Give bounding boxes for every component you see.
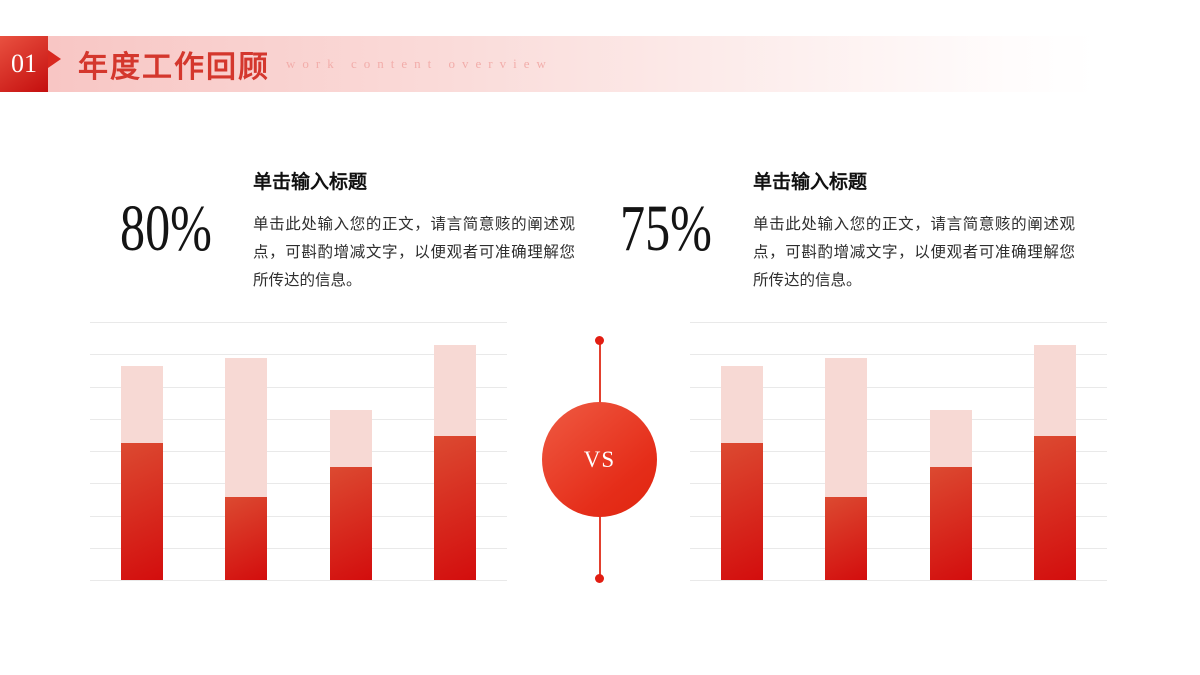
chart-gridline (90, 547, 507, 549)
chart-gridline (90, 483, 507, 485)
chart-gridline (90, 386, 507, 388)
bar-filled-segment (721, 443, 764, 580)
chart-gridline (690, 354, 1107, 356)
stacked-bar (825, 358, 868, 580)
bar-filled-segment (225, 497, 268, 580)
chart-gridline (690, 547, 1107, 549)
chart-gridline (690, 483, 1107, 485)
chart-gridline (90, 451, 507, 452)
stat-percent-right: 75% (620, 192, 712, 265)
panel-title-left[interactable]: 单击输入标题 (253, 172, 368, 193)
stacked-bar (433, 345, 476, 580)
text-placeholder-left[interactable]: 单击输入标题 单击此处输入您的正文，请言简意赅的阐述观点，可斟酌增减文字，以便观… (253, 167, 575, 295)
bar-filled-segment (825, 497, 868, 580)
page-title: 年度工作回顾 (78, 51, 270, 84)
stacked-bar (225, 358, 268, 580)
stacked-bar (1033, 345, 1076, 580)
page-subtitle: work content overview (286, 56, 553, 71)
chart-gridline (90, 580, 507, 581)
chart-gridline (690, 451, 1107, 452)
bar-chart-right (690, 322, 1107, 581)
stacked-bar (329, 409, 372, 580)
chart-gridline (90, 515, 507, 517)
panel-title-right[interactable]: 单击输入标题 (753, 172, 868, 193)
vs-divider-dot-top (595, 336, 604, 345)
header-banner: 年度工作回顾 work content overview (48, 36, 1096, 92)
text-placeholder-right[interactable]: 单击输入标题 单击此处输入您的正文，请言简意赅的阐述观点，可斟酌增减文字，以便观… (753, 167, 1075, 295)
bar-filled-segment (929, 466, 972, 580)
section-number-badge: 01 (0, 36, 48, 92)
chart-gridline (690, 386, 1107, 388)
stacked-bar (121, 365, 164, 580)
stacked-bar (929, 409, 972, 580)
chart-bars (690, 322, 1107, 580)
vs-badge: VS (542, 402, 657, 517)
vs-label: VS (583, 446, 616, 472)
arrow-right-icon (48, 50, 61, 68)
chart-gridline (90, 354, 507, 356)
panel-body-left[interactable]: 单击此处输入您的正文，请言简意赅的阐述观点，可斟酌增减文字，以便观者可准确理解您… (253, 216, 575, 289)
panel-body-right[interactable]: 单击此处输入您的正文，请言简意赅的阐述观点，可斟酌增减文字，以便观者可准确理解您… (753, 216, 1075, 289)
chart-gridline (690, 580, 1107, 581)
bar-filled-segment (1033, 435, 1076, 580)
bar-filled-segment (329, 466, 372, 580)
bar-chart-left (90, 322, 507, 581)
chart-gridline (690, 322, 1107, 323)
stat-percent-left: 80% (120, 192, 212, 265)
chart-gridline (90, 322, 507, 323)
chart-gridline (690, 515, 1107, 517)
chart-bars (90, 322, 507, 580)
bar-filled-segment (121, 443, 164, 580)
bar-filled-segment (433, 435, 476, 580)
stacked-bar (721, 365, 764, 580)
chart-gridline (90, 418, 507, 420)
chart-gridline (690, 418, 1107, 420)
vs-divider-dot-bottom (595, 574, 604, 583)
